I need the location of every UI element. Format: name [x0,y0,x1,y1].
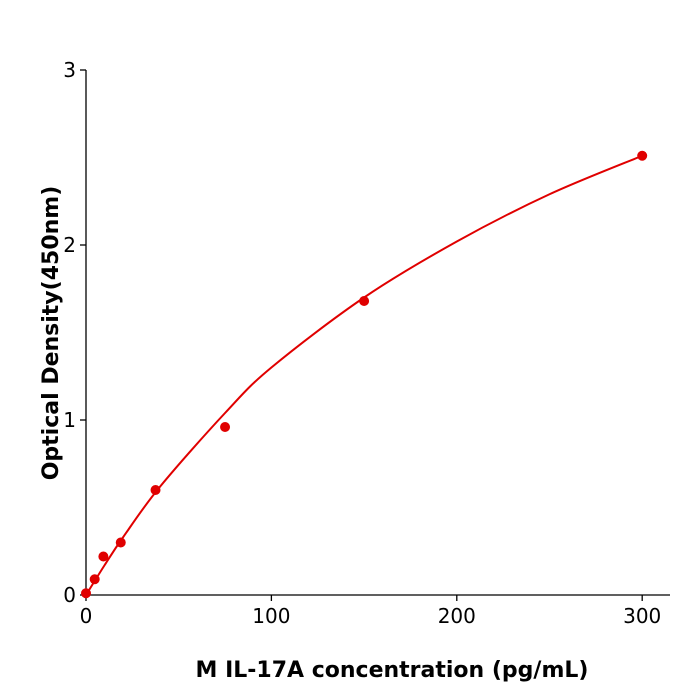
fit-curve [85,154,643,596]
x-tick-label: 0 [80,604,93,628]
data-point [98,551,109,562]
x-tick-label: 100 [252,604,290,628]
y-tick-label: 1 [63,408,76,432]
x-axis-title: M IL-17A concentration (pg/mL) [196,658,589,683]
data-point [115,537,126,548]
data-point [150,485,161,495]
data-point [89,574,100,585]
y-tick-label: 3 [63,58,76,82]
y-axis-title: Optical Density(450nm) [39,186,64,481]
data-point [359,296,370,306]
x-tick-label: 300 [623,604,661,628]
data-point [220,422,231,432]
x-tick-label: 200 [438,604,476,628]
data-point [81,588,91,599]
y-tick-label: 0 [63,583,76,607]
data-point [637,150,648,161]
y-tick-label: 2 [63,233,76,257]
